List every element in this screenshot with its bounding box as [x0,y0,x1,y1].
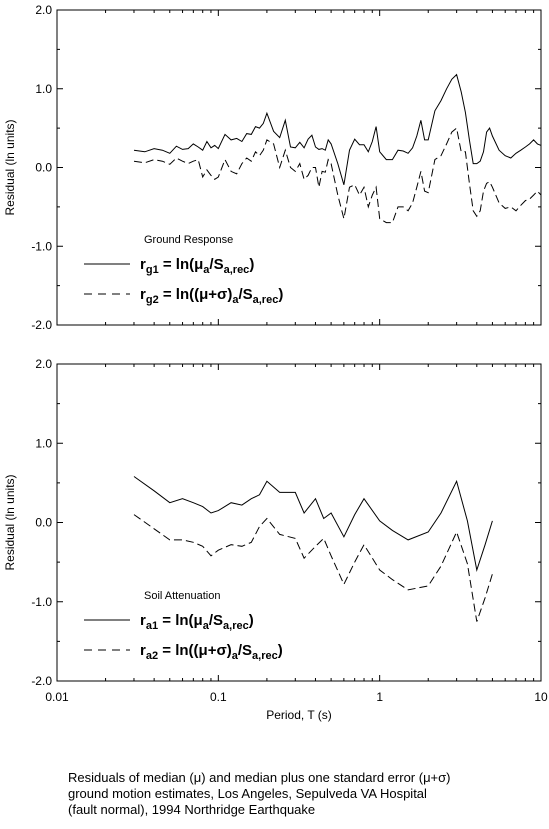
caption-line-2: ground motion estimates, Los Angeles, Se… [68,786,427,801]
upper-legend-entry: rg1 = ln(μa/Sa,rec) [140,256,254,276]
upper-ytick-label: 0.0 [35,161,52,175]
lower-ytick-label: -2.0 [31,674,52,688]
lower-ylabel: Residual (ln units) [3,474,17,570]
lower-legend-title: Soil Attenuation [144,590,220,602]
upper-ytick-label: -2.0 [31,318,52,332]
upper-legend-title: Ground Response [144,234,233,246]
caption-line-3: (fault normal), 1994 Northridge Earthqua… [68,802,316,817]
lower-ytick-label: 1.0 [35,436,52,450]
lower-series-ra1 [133,476,493,572]
lower-chart: 2.0 1.0 0.0 -1.0 -2.0 0.01 0.1 1 10 Residual (ln … [3,357,548,722]
caption-line-1: Residuals of median (μ) and median plus … [68,770,451,785]
upper-legend-entry: rg2 = ln((μ+σ)a/Sa,rec) [140,286,283,306]
upper-ylabel: Residual (ln units) [3,119,17,215]
lower-series-ra2 [133,514,493,622]
lower-ytick-label: 0.0 [35,516,52,530]
lower-plot-frame [56,363,542,682]
lower-xtick-label: 10 [534,690,548,704]
lower-xtick-label: 1 [376,690,383,704]
lower-xlabel: Period, T (s) [266,708,332,722]
lower-legend-entry: ra2 = ln((μ+σ)a/Sa,rec) [140,642,283,662]
upper-ytick-label: 1.0 [35,82,52,96]
upper-chart: 2.0 1.0 0.0 -1.0 -2.0 Residual (ln units) Grou… [3,3,542,332]
figure-caption: Residuals of median (μ) and median plus … [68,770,538,818]
lower-ytick-label: 2.0 [35,357,52,371]
lower-xtick-label: 0.1 [210,690,227,704]
upper-ytick-label: -1.0 [31,239,52,253]
upper-series-rg2 [133,127,542,224]
upper-series-rg1 [133,73,542,185]
upper-plot-frame [56,9,542,326]
lower-legend-entry: ra1 = ln(μa/Sa,rec) [140,612,254,632]
upper-ytick-label: 2.0 [35,3,52,17]
lower-ytick-label: -1.0 [31,595,52,609]
lower-xtick-label: 0.01 [45,690,69,704]
